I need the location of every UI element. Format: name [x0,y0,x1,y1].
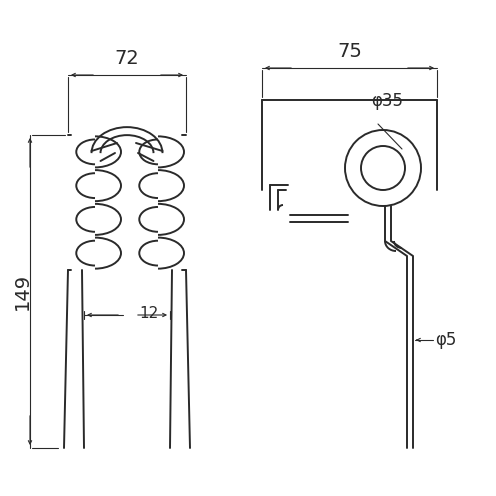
Text: 12: 12 [139,306,158,320]
Text: 72: 72 [115,49,139,68]
Text: 149: 149 [12,273,32,310]
Text: φ35: φ35 [371,92,403,110]
Text: 75: 75 [337,42,362,61]
Text: φ5: φ5 [435,331,456,349]
